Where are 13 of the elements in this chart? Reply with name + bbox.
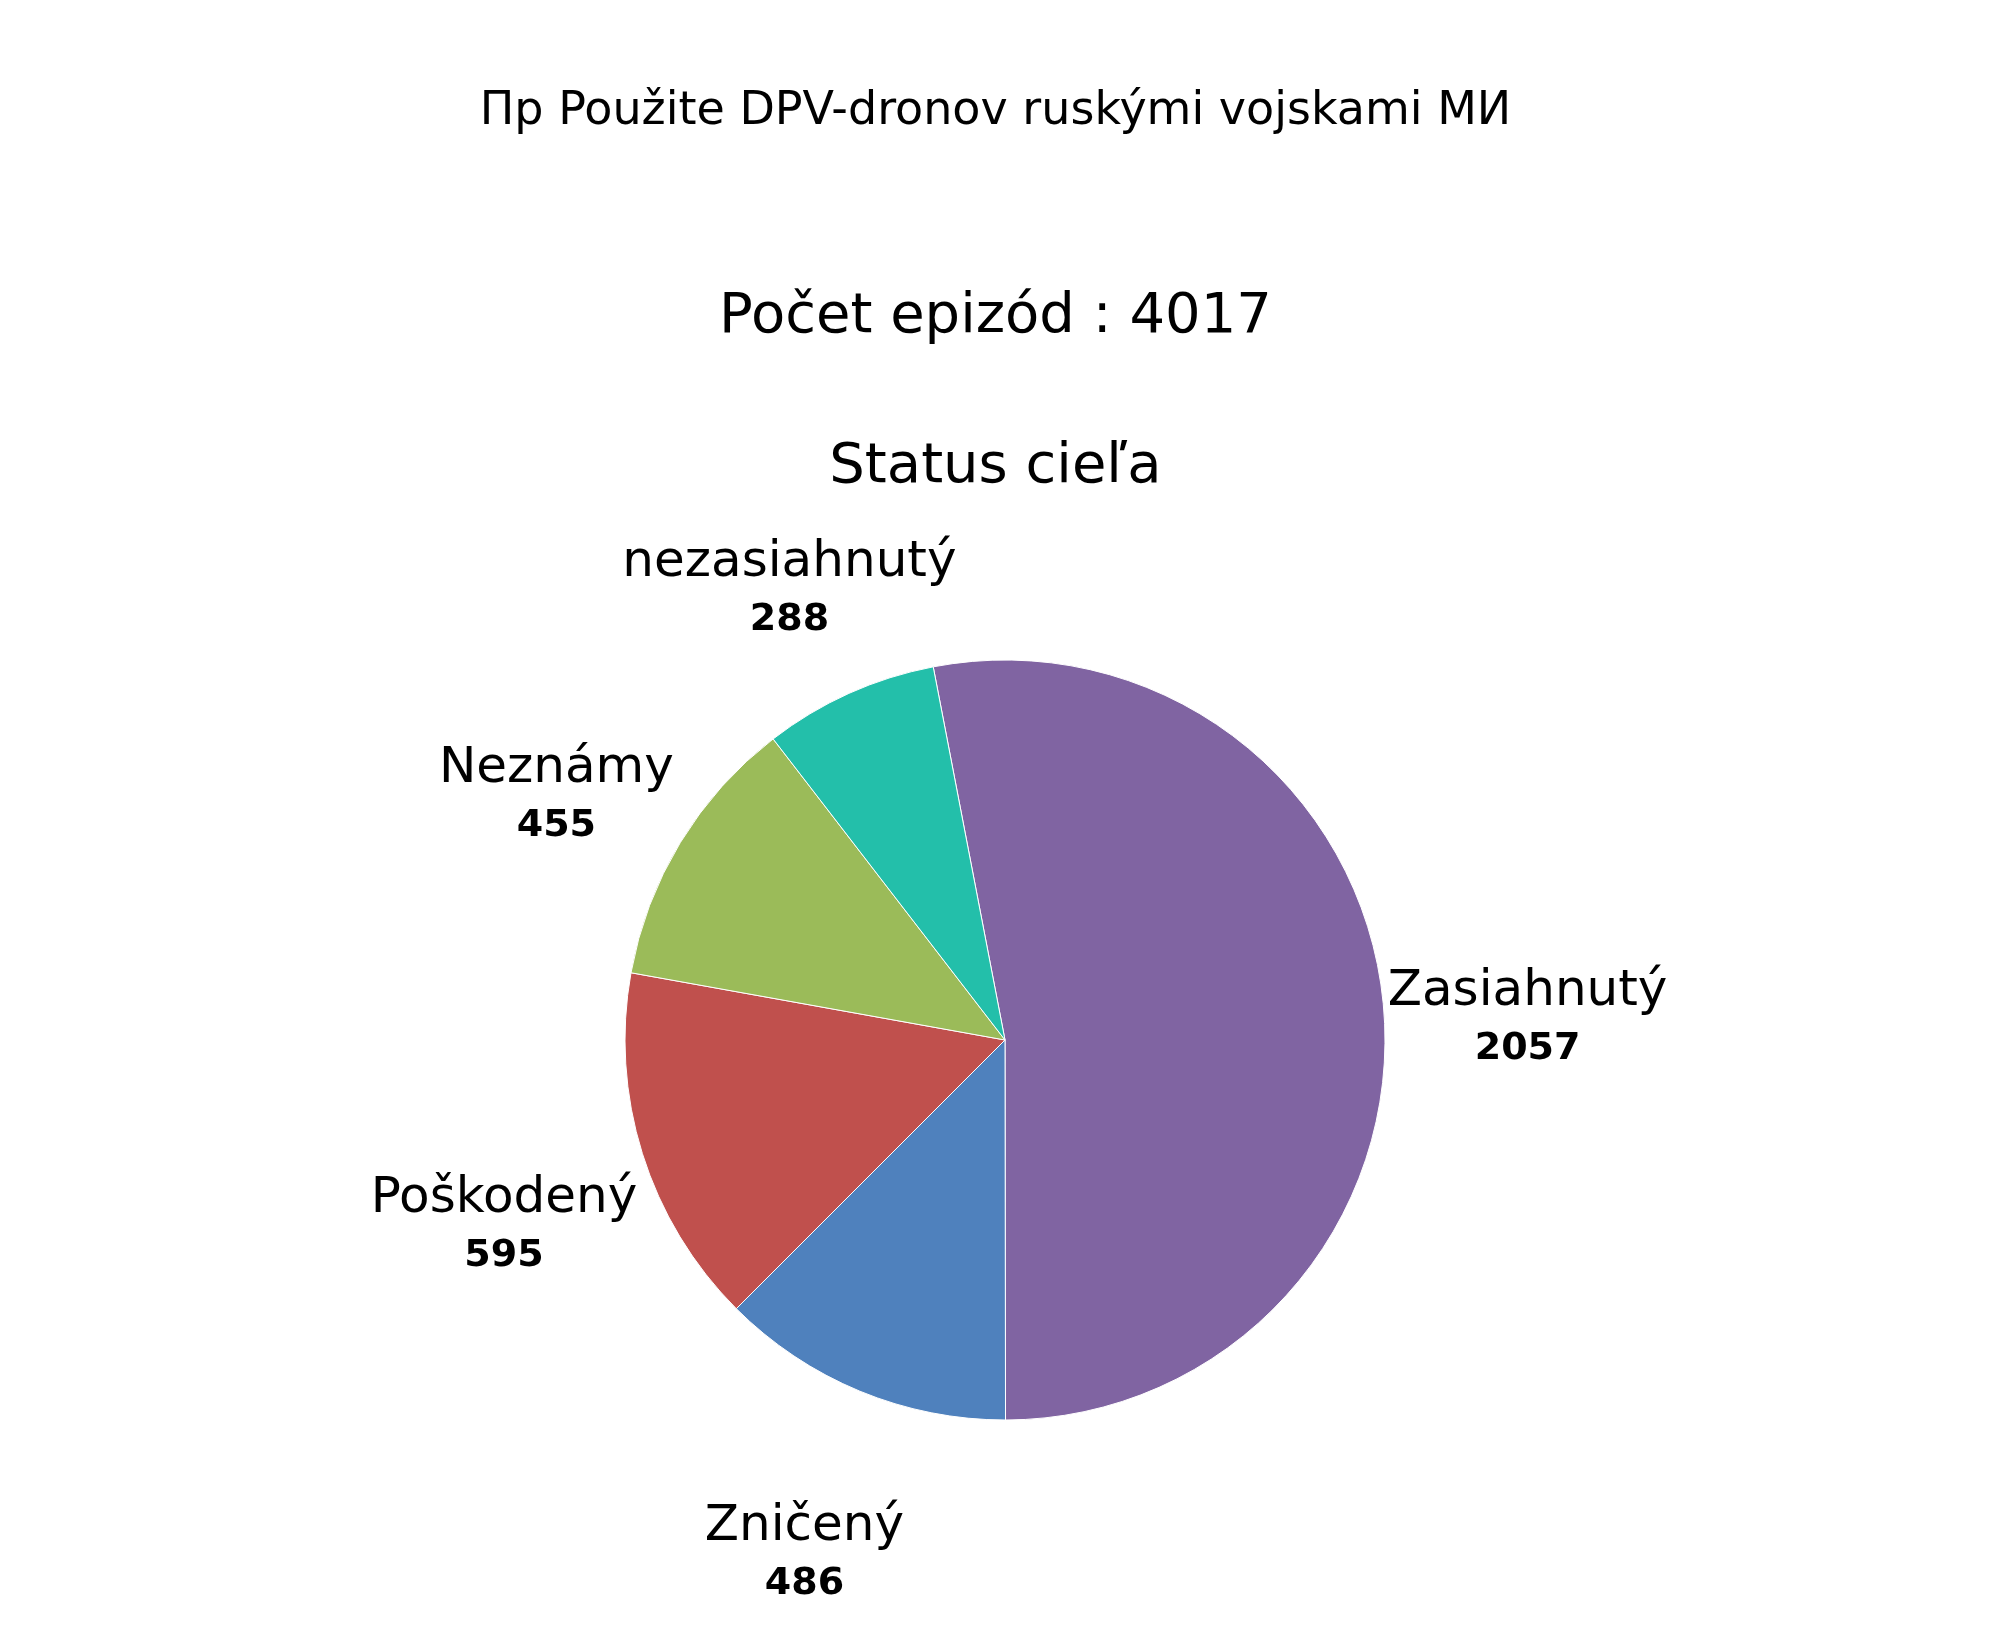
slice-label: nezasiahnutý bbox=[622, 530, 957, 589]
text: Status cieľa bbox=[829, 430, 1162, 495]
data-label: 2057 bbox=[1474, 1023, 1581, 1068]
slice-label: Zasiahnutý bbox=[1387, 958, 1668, 1017]
chart-subtitle: Počet epizód : 4017 bbox=[719, 280, 1272, 345]
slice-label: Neznámy bbox=[438, 736, 674, 795]
chart-title: Пр Použite DPV-dronov ruskými vojskami МИ bbox=[479, 81, 1512, 135]
data-label: 595 bbox=[464, 1231, 544, 1276]
slice-label: Zničený bbox=[704, 1494, 905, 1553]
slice-label: Poškodený bbox=[370, 1166, 638, 1225]
data-label: 288 bbox=[749, 595, 830, 640]
data-label: 455 bbox=[516, 801, 597, 846]
data-label: 486 bbox=[764, 1559, 845, 1604]
